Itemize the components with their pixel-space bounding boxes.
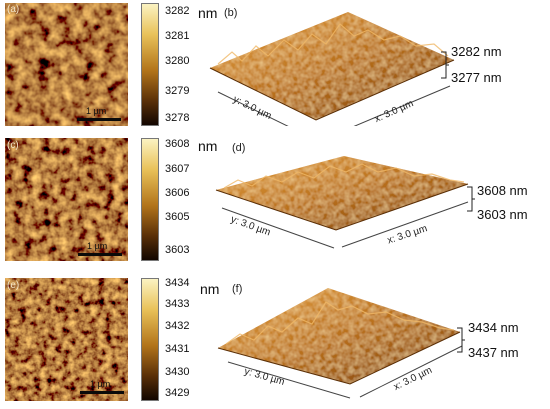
scale-bar-label-a: 1 µm: [86, 106, 107, 116]
colorbar-tick: 3608: [165, 138, 190, 150]
colorbar-tick: 3603: [165, 244, 190, 256]
height-min-f: 3437 nm: [468, 345, 519, 360]
colorbar-tick: 3281: [165, 30, 190, 42]
panel-label-d: (d): [232, 142, 246, 154]
axis-lines-b: [217, 85, 451, 126]
scale-bar-label-e: 1 µm: [90, 379, 111, 389]
panel-label-e: (e): [7, 280, 20, 291]
colorbar-tick: 3607: [165, 163, 190, 175]
afm-height-map-c: [5, 138, 128, 261]
axis-lines-f: [227, 345, 463, 399]
colorbar-unit: nm: [198, 5, 218, 21]
colorbar-unit: nm: [200, 281, 220, 297]
axis-lines-d: [221, 201, 469, 249]
height-min-b: 3277 nm: [451, 70, 502, 85]
afm-height-map-a: [5, 3, 128, 126]
colorbar-tick: 3430: [165, 366, 190, 378]
panel-label-b: (b): [224, 7, 238, 19]
colorbar-tick: 3280: [165, 55, 190, 67]
colorbar-tick: 3279: [165, 85, 190, 97]
panel-label-a: (a): [7, 4, 20, 15]
height-max-f: 3434 nm: [468, 320, 519, 335]
afm-3d-surface-f: [217, 288, 461, 385]
scale-bar-a: [77, 118, 121, 121]
height-bracket-d: [467, 186, 475, 212]
height-min-d: 3603 nm: [477, 207, 528, 222]
height-bracket-f: [457, 327, 465, 353]
height-max-b: 3282 nm: [451, 44, 502, 59]
colorbar-tick: 3278: [165, 112, 190, 124]
colorbar-tick: 3431: [165, 343, 190, 355]
afm-height-map-e: [5, 278, 128, 401]
colorbar-e: [141, 278, 159, 401]
colorbar-unit: nm: [198, 138, 218, 154]
afm-3d-surface-d: [215, 156, 469, 231]
colorbar-tick: 3434: [165, 277, 190, 289]
colorbar-a: [141, 3, 159, 126]
colorbar-tick: 3429: [165, 387, 190, 399]
colorbar-tick: 3605: [165, 211, 190, 223]
panel-label-c: (c): [7, 140, 19, 151]
afm-3d-surface-b: [209, 12, 455, 121]
panel-label-f: (f): [232, 283, 243, 295]
scale-bar-e: [80, 391, 124, 394]
colorbar-c: [141, 138, 159, 261]
height-bracket-b: [441, 51, 449, 79]
colorbar-tick: 3432: [165, 320, 190, 332]
scale-bar-c: [78, 253, 122, 256]
colorbar-tick: 3606: [165, 187, 190, 199]
colorbar-tick: 3433: [165, 298, 190, 310]
height-max-d: 3608 nm: [477, 183, 528, 198]
colorbar-tick: 3282: [165, 5, 190, 17]
scale-bar-label-c: 1 µm: [87, 241, 108, 251]
